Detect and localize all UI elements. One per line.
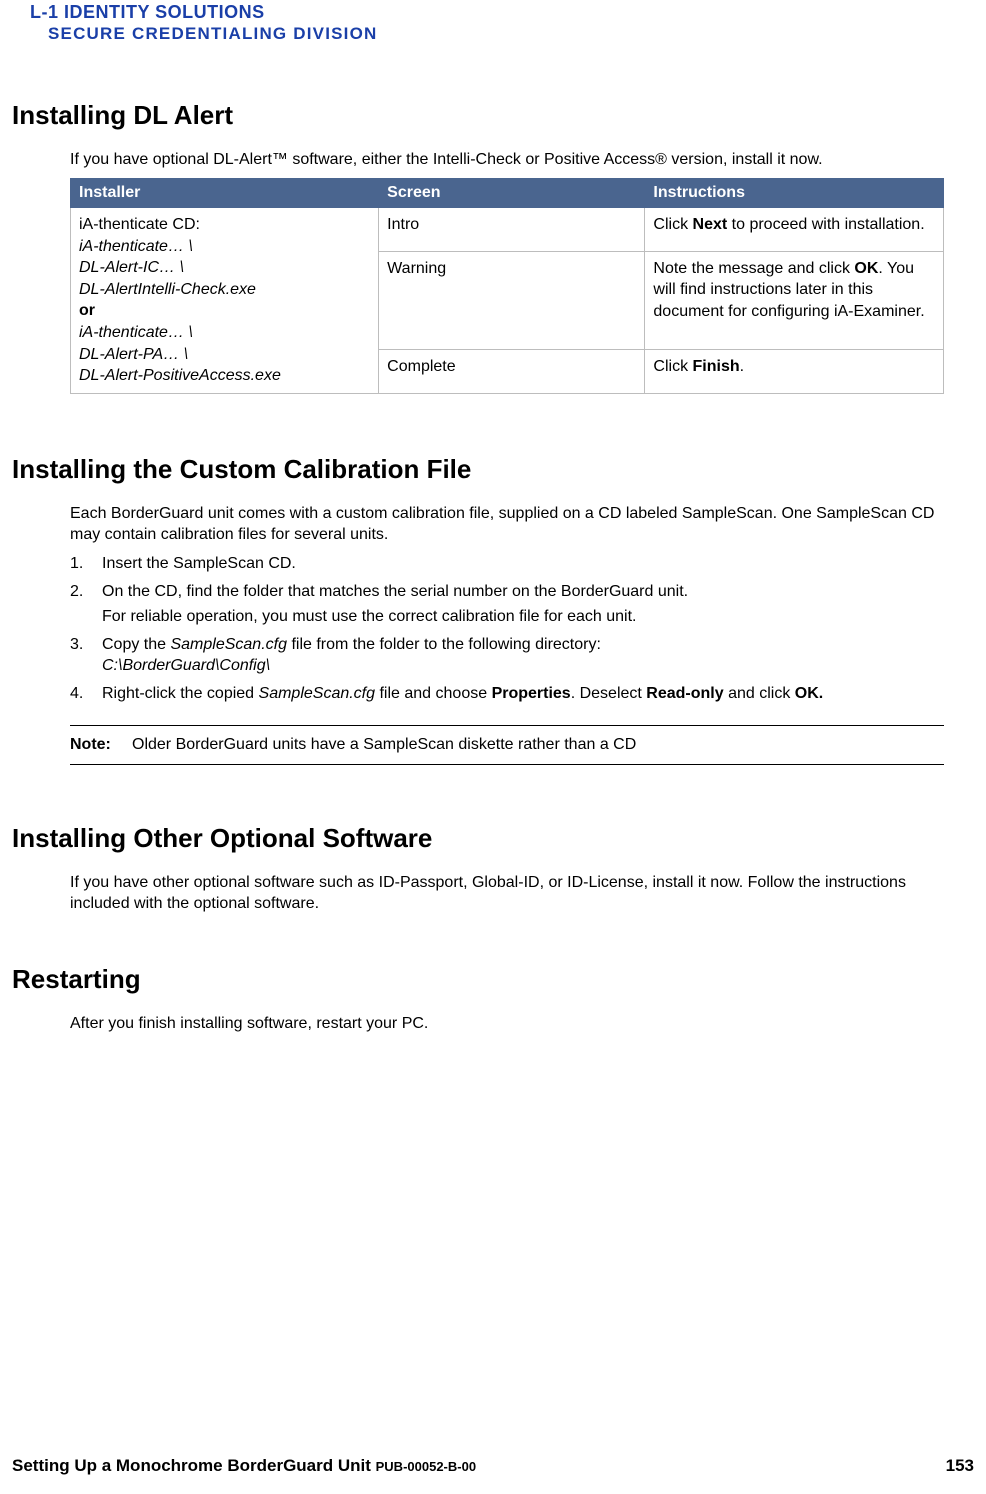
cell-instructions: Click Next to proceed with installation. [645, 208, 944, 252]
section1-intro: If you have optional DL-Alert™ software,… [70, 149, 944, 170]
table-row: iA-thenticate CD: iA-thenticate… \ DL-Al… [71, 208, 944, 252]
company-logo: L-1 IDENTITY SOLUTIONS SECURE CREDENTIAL… [30, 2, 974, 44]
installer-line-or: or [79, 300, 370, 322]
section4-text: After you finish installing software, re… [70, 1013, 944, 1034]
section3-text: If you have other optional software such… [70, 872, 944, 914]
cell-screen: Complete [379, 350, 645, 394]
list-item: Insert the SampleScan CD. [70, 553, 944, 575]
installer-line: iA-thenticate… \ [79, 236, 370, 258]
list-item: Copy the SampleScan.cfg file from the fo… [70, 634, 944, 677]
th-instructions: Instructions [645, 179, 944, 208]
installer-line: iA-thenticate… \ [79, 322, 370, 344]
cell-screen: Warning [379, 251, 645, 349]
cell-instructions: Click Finish. [645, 350, 944, 394]
note-text: Older BorderGuard units have a SampleSca… [132, 736, 944, 754]
cell-screen: Intro [379, 208, 645, 252]
heading-restarting: Restarting [12, 964, 974, 995]
installer-line: DL-Alert-PA… \ [79, 344, 370, 366]
list-item: Right-click the copied SampleScan.cfg fi… [70, 683, 944, 705]
section2-intro: Each BorderGuard unit comes with a custo… [70, 503, 944, 545]
installer-table: Installer Screen Instructions iA-thentic… [70, 178, 944, 394]
th-screen: Screen [379, 179, 645, 208]
note-label: Note: [70, 736, 132, 754]
footer-title: Setting Up a Monochrome BorderGuard Unit… [12, 1456, 476, 1476]
cell-instructions: Note the message and click OK. You will … [645, 251, 944, 349]
heading-custom-calibration: Installing the Custom Calibration File [12, 454, 974, 485]
note-block: Note: Older BorderGuard units have a Sam… [70, 725, 944, 765]
logo-line-2: SECURE CREDENTIALING DIVISION [48, 24, 974, 44]
installer-line: iA-thenticate CD: [79, 214, 370, 236]
cell-installer: iA-thenticate CD: iA-thenticate… \ DL-Al… [71, 208, 379, 394]
heading-other-optional: Installing Other Optional Software [12, 823, 974, 854]
installer-line: DL-AlertIntelli-Check.exe [79, 279, 370, 301]
heading-installing-dl-alert: Installing DL Alert [12, 100, 974, 131]
installer-line: DL-Alert-PositiveAccess.exe [79, 365, 370, 387]
calibration-steps: Insert the SampleScan CD. On the CD, fin… [70, 553, 944, 705]
page-footer: Setting Up a Monochrome BorderGuard Unit… [12, 1456, 974, 1476]
installer-line: DL-Alert-IC… \ [79, 257, 370, 279]
list-item: On the CD, find the folder that matches … [70, 581, 944, 628]
th-installer: Installer [71, 179, 379, 208]
page-number: 153 [946, 1456, 974, 1476]
logo-line-1: L-1 IDENTITY SOLUTIONS [30, 2, 974, 23]
